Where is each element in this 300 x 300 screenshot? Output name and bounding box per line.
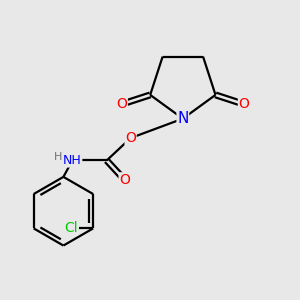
Text: O: O	[238, 97, 249, 111]
Text: N: N	[177, 111, 188, 126]
Text: O: O	[116, 97, 127, 111]
Text: NH: NH	[63, 154, 82, 167]
Text: Cl: Cl	[64, 221, 78, 236]
Text: O: O	[119, 173, 130, 187]
Text: H: H	[54, 152, 62, 162]
Text: O: O	[125, 131, 136, 145]
